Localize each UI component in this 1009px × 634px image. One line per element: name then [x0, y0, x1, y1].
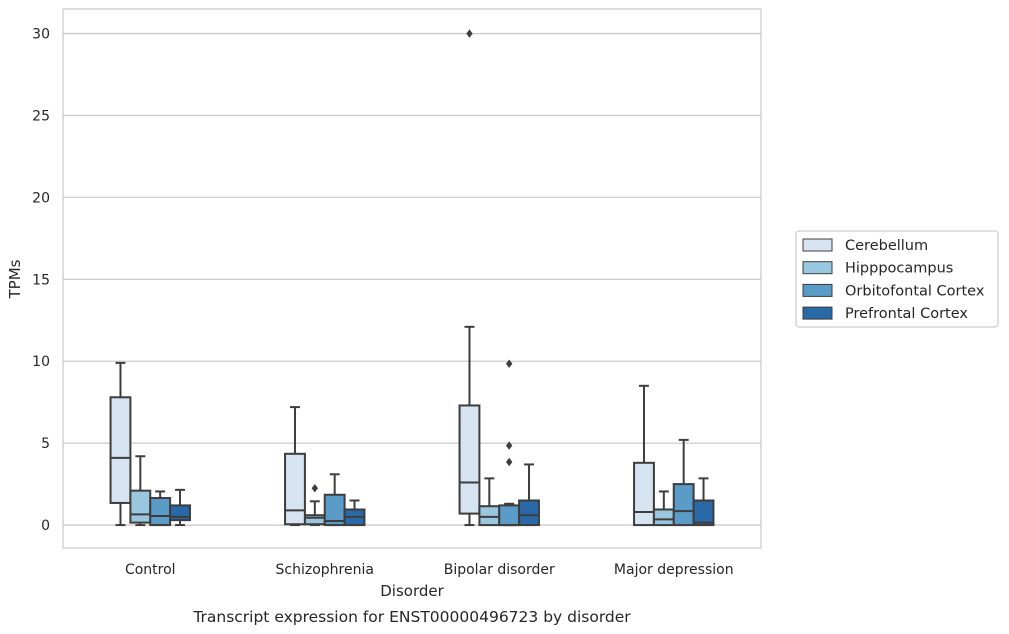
box-groups [109, 29, 715, 527]
box [518, 463, 540, 527]
box [129, 455, 152, 527]
x-tick-label: Major depression [614, 562, 734, 578]
box [478, 477, 501, 527]
outlier-point [505, 457, 513, 467]
box [284, 406, 306, 527]
box [303, 484, 326, 527]
x-tick-labels: Control Schizophrenia Bipolar disorder Majo… [125, 562, 734, 578]
y-tick-label: 15 [32, 272, 50, 288]
box-body [303, 514, 326, 526]
box-body [458, 404, 481, 515]
box [498, 359, 521, 527]
legend-label: Prefrontal Cortex [845, 306, 968, 322]
box [109, 361, 132, 527]
box-body [652, 508, 675, 527]
y-axis-title: TPMs [6, 259, 24, 299]
box [458, 29, 481, 527]
box-body [518, 499, 540, 527]
x-axis-title: Disorder [380, 582, 444, 600]
box [652, 490, 675, 527]
y-tick-label: 30 [32, 27, 50, 43]
legend-label: Cerebellum [845, 238, 928, 254]
plot-frame [62, 8, 762, 549]
box-body [284, 452, 306, 526]
legend: Cerebellum Hipppocampus Orbitofontal Corte… [795, 230, 999, 328]
box-body [692, 499, 715, 527]
legend-label: Orbitofontal Cortex [845, 283, 985, 299]
outlier-point [505, 359, 513, 368]
x-tick-label: Schizophrenia [276, 562, 374, 578]
y-tick-label: 10 [32, 354, 50, 370]
box-body [498, 504, 521, 527]
legend-frame [795, 230, 999, 328]
gridlines [63, 32, 761, 526]
box-body [109, 396, 132, 504]
box-body [129, 489, 152, 524]
box [323, 473, 346, 527]
y-tick-label: 20 [32, 190, 50, 206]
x-tick-label: Control [125, 562, 176, 578]
box-body [169, 504, 191, 522]
box-body [672, 483, 695, 527]
box [149, 490, 172, 527]
y-tick-label: 0 [41, 518, 50, 534]
y-tick-label: 5 [41, 436, 50, 452]
y-tick-label: 25 [32, 108, 50, 124]
box [343, 499, 366, 527]
box-body [149, 497, 172, 527]
x-tick-label: Bipolar disorder [444, 562, 555, 578]
legend-swatch [802, 283, 833, 297]
box-body [478, 505, 501, 527]
chart-caption: Transcript expression for ENST0000049672… [192, 608, 631, 626]
legend-label: Hipppocampus [845, 261, 953, 277]
box [633, 384, 655, 527]
legend-swatch [802, 238, 833, 252]
y-tick-labels: 0 5 10 15 20 25 30 [32, 27, 50, 534]
legend-swatch [802, 306, 833, 320]
legend-swatch [802, 261, 833, 275]
box [169, 488, 191, 527]
box [692, 477, 715, 527]
outlier-point [311, 484, 319, 493]
box [672, 438, 695, 527]
outlier-point [466, 29, 473, 38]
outlier-point [505, 441, 513, 450]
box-body [633, 461, 655, 527]
